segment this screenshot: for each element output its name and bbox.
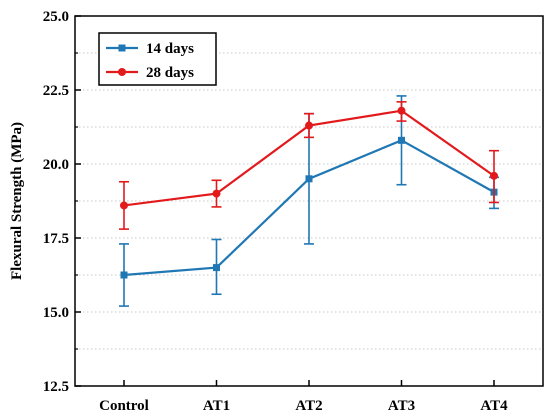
data-point: [305, 121, 313, 130]
y-tick-label: 25.0: [43, 9, 69, 25]
y-axis: 12.5 15.0 17.5 20.0 22.5 25.0: [43, 9, 81, 395]
y-axis-title: Flexural Strength (MPa): [9, 122, 25, 280]
data-point: [397, 106, 406, 115]
x-tick-label: Control: [99, 398, 149, 414]
data-point: [490, 171, 498, 180]
series-28-days: [119, 101, 499, 230]
legend-entry-14-days: 14 days: [106, 41, 194, 57]
legend-entry-28-days: 28 days: [106, 65, 194, 81]
data-point: [305, 175, 313, 183]
data-point: [120, 201, 128, 210]
data-point: [213, 264, 220, 272]
data-point: [398, 136, 405, 144]
legend-marker: [118, 68, 126, 76]
legend-label: 28 days: [146, 65, 194, 81]
y-tick-label: 17.5: [43, 231, 69, 247]
legend-label: 14 days: [146, 41, 194, 57]
x-tick-label: AT1: [203, 398, 230, 414]
series-layer: [119, 95, 499, 307]
x-tick-label: AT2: [295, 398, 322, 414]
plot-frame: [74, 15, 544, 387]
legend-box: [98, 32, 217, 86]
x-tick-label: AT3: [388, 398, 415, 414]
x-axis: Control AT1 AT2 AT3 AT4: [99, 380, 508, 414]
data-point: [120, 271, 128, 279]
legend-marker: [118, 44, 126, 52]
x-tick-label: AT4: [480, 398, 508, 414]
y-tick-label: 15.0: [43, 305, 69, 321]
series-14-days: [119, 95, 499, 307]
y-tick-label: 22.5: [43, 83, 69, 99]
y-tick-label: 20.0: [43, 157, 69, 173]
data-point: [212, 189, 221, 198]
legend: 14 days 28 days: [98, 32, 217, 86]
y-tick-label: 12.5: [43, 379, 69, 395]
